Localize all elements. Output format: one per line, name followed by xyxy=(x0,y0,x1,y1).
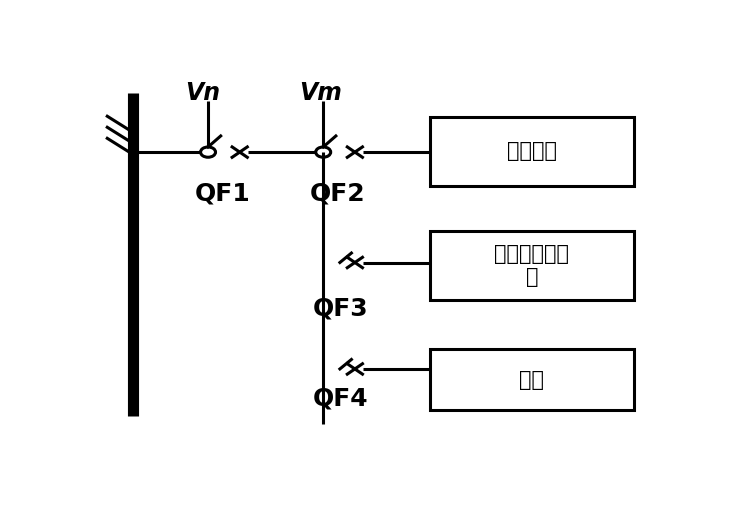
Bar xyxy=(429,349,634,410)
Text: Vn: Vn xyxy=(185,81,220,105)
Text: QF1: QF1 xyxy=(195,182,250,206)
Text: Vm: Vm xyxy=(299,81,342,105)
Text: 负荷: 负荷 xyxy=(519,370,545,390)
Text: QF3: QF3 xyxy=(313,296,369,320)
Text: QF2: QF2 xyxy=(310,182,366,206)
Bar xyxy=(429,117,634,186)
Bar xyxy=(429,231,634,300)
Text: 风电、光伏系
统: 风电、光伏系 统 xyxy=(494,244,569,287)
Text: QF4: QF4 xyxy=(313,387,369,411)
Text: 储能系统: 储能系统 xyxy=(507,141,557,161)
